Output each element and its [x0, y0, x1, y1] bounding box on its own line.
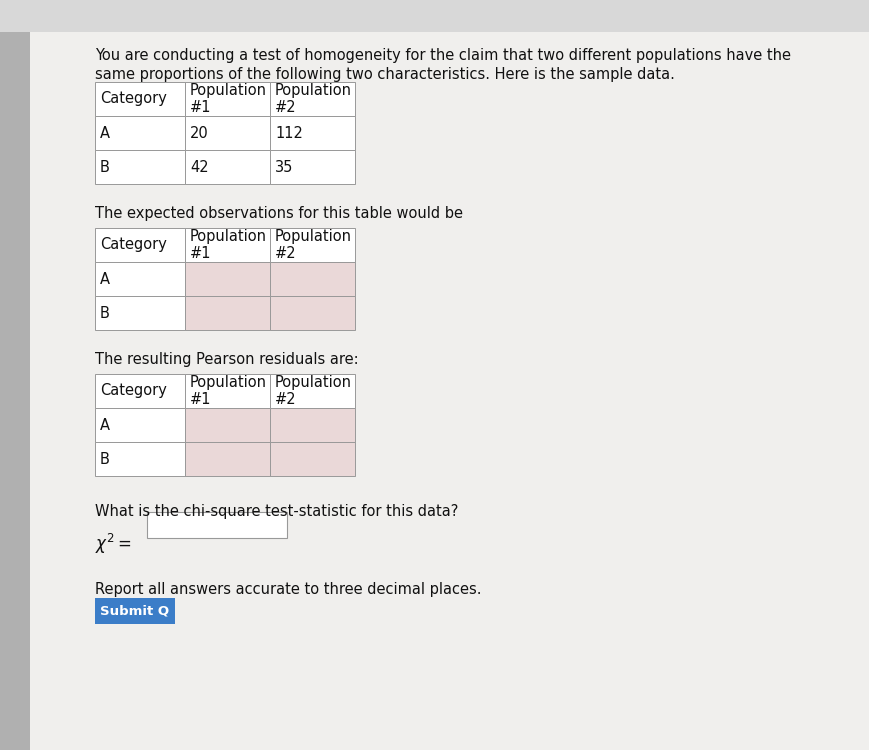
Bar [270, 150, 355, 184]
Text: What is the chi-square test-statistic for this data?: What is the chi-square test-statistic fo… [95, 504, 458, 519]
Text: A: A [100, 418, 110, 433]
Bar [95, 374, 185, 408]
Bar [95, 228, 185, 262]
Text: Population
#2: Population #2 [275, 83, 352, 115]
Text: You are conducting a test of homogeneity for the claim that two different popula: You are conducting a test of homogeneity… [95, 48, 791, 63]
Text: Population
#1: Population #1 [190, 375, 267, 407]
Text: B: B [100, 160, 109, 175]
Bar [185, 296, 270, 330]
Bar [270, 408, 355, 442]
Bar [270, 116, 355, 150]
Bar [95, 82, 185, 116]
Text: 35: 35 [275, 160, 294, 175]
Text: same proportions of the following two characteristics. Here is the sample data.: same proportions of the following two ch… [95, 67, 675, 82]
Text: Submit Q: Submit Q [101, 604, 169, 617]
Bar [95, 116, 185, 150]
Bar [185, 228, 270, 262]
Bar [185, 374, 270, 408]
Bar [185, 408, 270, 442]
Bar [95, 408, 185, 442]
Bar [0, 0, 869, 32]
Bar [185, 442, 270, 476]
Bar [95, 598, 175, 624]
Bar [185, 116, 270, 150]
Text: A: A [100, 125, 110, 140]
Bar [270, 442, 355, 476]
Text: $\chi^2 =$: $\chi^2 =$ [95, 532, 132, 556]
Bar [95, 442, 185, 476]
Bar [270, 82, 355, 116]
Text: Category: Category [100, 92, 167, 106]
Text: Population
#2: Population #2 [275, 229, 352, 261]
Bar [185, 262, 270, 296]
Text: B: B [100, 305, 109, 320]
Text: Population
#2: Population #2 [275, 375, 352, 407]
Text: Report all answers accurate to three decimal places.: Report all answers accurate to three dec… [95, 582, 481, 597]
Text: The expected observations for this table would be: The expected observations for this table… [95, 206, 463, 221]
Text: 112: 112 [275, 125, 303, 140]
Bar [95, 150, 185, 184]
Bar [95, 296, 185, 330]
Text: Category: Category [100, 383, 167, 398]
Bar [185, 82, 270, 116]
Text: A: A [100, 272, 110, 286]
Text: 42: 42 [190, 160, 209, 175]
Bar [270, 262, 355, 296]
Bar [185, 150, 270, 184]
Bar [270, 228, 355, 262]
Bar [95, 262, 185, 296]
Text: Category: Category [100, 238, 167, 253]
Text: 20: 20 [190, 125, 209, 140]
Text: Population
#1: Population #1 [190, 83, 267, 115]
Bar [270, 296, 355, 330]
Bar [270, 374, 355, 408]
Text: Population
#1: Population #1 [190, 229, 267, 261]
Text: B: B [100, 452, 109, 466]
Text: The resulting Pearson residuals are:: The resulting Pearson residuals are: [95, 352, 359, 367]
Bar [0, 0, 30, 750]
Bar [147, 512, 287, 538]
